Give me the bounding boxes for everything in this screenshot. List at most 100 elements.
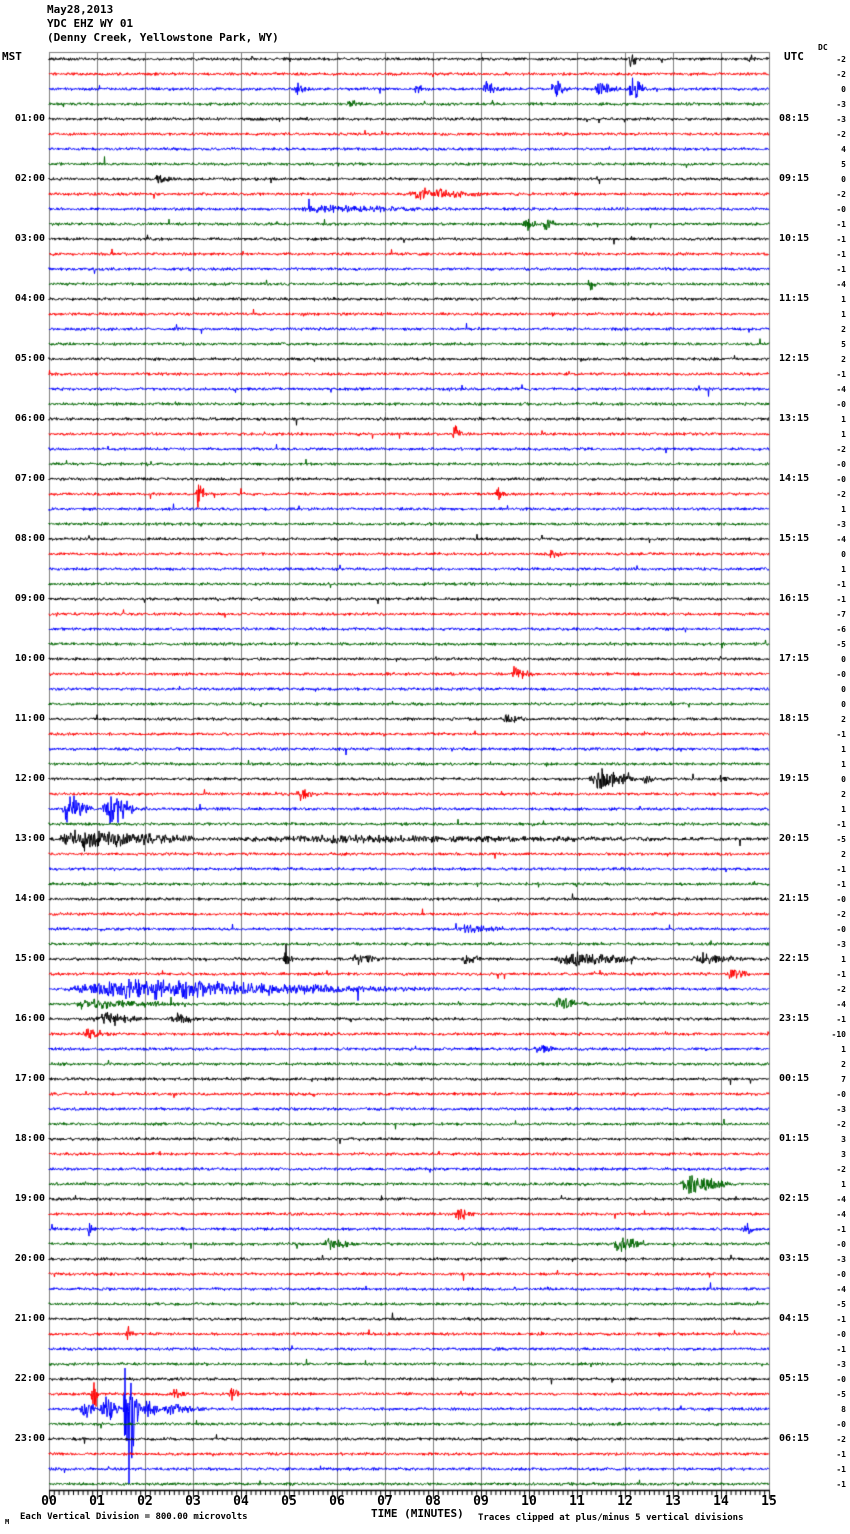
mst-label: 07:00 <box>14 473 45 484</box>
header: May28,2013 YDC EHZ WY 01 (Denny Creek, Y… <box>47 3 279 45</box>
dc-value: 0 <box>841 550 846 559</box>
header-location: (Denny Creek, Yellowstone Park, WY) <box>47 31 279 44</box>
dc-value: -2 <box>836 985 846 994</box>
x-axis-title: TIME (MINUTES) <box>371 1507 464 1520</box>
x-tick-label: 11 <box>569 1494 585 1509</box>
x-tick-label: 14 <box>713 1494 729 1509</box>
dc-column-title: DC <box>818 43 828 52</box>
dc-value: -3 <box>836 100 846 109</box>
dc-value: -1 <box>836 1225 846 1234</box>
dc-value: -2 <box>836 910 846 919</box>
dc-value: -1 <box>836 880 846 889</box>
dc-value: -1 <box>836 580 846 589</box>
utc-label: 03:15 <box>779 1253 810 1264</box>
dc-value: 0 <box>841 85 846 94</box>
mst-label: 01:00 <box>14 113 45 124</box>
dc-value: -4 <box>836 535 846 544</box>
utc-label: 14:15 <box>779 473 810 484</box>
dc-value: -1 <box>836 595 846 604</box>
dc-value: 1 <box>841 1045 846 1054</box>
utc-label: 17:15 <box>779 653 810 664</box>
dc-value: -1 <box>836 820 846 829</box>
dc-value: -4 <box>836 280 846 289</box>
dc-value: -4 <box>836 1000 846 1009</box>
dc-value: 5 <box>841 160 846 169</box>
mst-label: 18:00 <box>14 1133 45 1144</box>
dc-value: -1 <box>836 730 846 739</box>
dc-value: -0 <box>836 925 846 934</box>
dc-value: -3 <box>836 115 846 124</box>
dc-value: -1 <box>836 865 846 874</box>
utc-label: 23:15 <box>779 1013 810 1024</box>
dc-value: -3 <box>836 940 846 949</box>
dc-value: 1 <box>841 955 846 964</box>
dc-value: 2 <box>841 1060 846 1069</box>
mst-label: 23:00 <box>14 1433 45 1444</box>
dc-value: -2 <box>836 130 846 139</box>
dc-value: -5 <box>836 640 846 649</box>
mst-label: 21:00 <box>14 1313 45 1324</box>
dc-value: -3 <box>836 520 846 529</box>
dc-value: -1 <box>836 1015 846 1024</box>
dc-value: 1 <box>841 805 846 814</box>
dc-value: -1 <box>836 1465 846 1474</box>
utc-label: 05:15 <box>779 1373 810 1384</box>
dc-value: 5 <box>841 340 846 349</box>
mst-label: 03:00 <box>14 233 45 244</box>
header-station: YDC EHZ WY 01 <box>47 17 134 30</box>
utc-label: 16:15 <box>779 593 810 604</box>
utc-label: 22:15 <box>779 953 810 964</box>
mst-label: 19:00 <box>14 1193 45 1204</box>
footer-scale-note: Each Vertical Division = 800.00 microvol… <box>20 1512 248 1522</box>
dc-value: -5 <box>836 1300 846 1309</box>
mst-label: 04:00 <box>14 293 45 304</box>
utc-label: 19:15 <box>779 773 810 784</box>
dc-value: -1 <box>836 265 846 274</box>
mst-label: 22:00 <box>14 1373 45 1384</box>
mst-label: 02:00 <box>14 173 45 184</box>
mst-label: 06:00 <box>14 413 45 424</box>
x-tick-label: 08 <box>425 1494 441 1509</box>
dc-value: -2 <box>836 190 846 199</box>
dc-value: -0 <box>836 400 846 409</box>
mst-label: 14:00 <box>14 893 45 904</box>
dc-value: -1 <box>836 1345 846 1354</box>
dc-value: -0 <box>836 895 846 904</box>
x-tick-label: 12 <box>617 1494 633 1509</box>
x-tick-label: 02 <box>137 1494 153 1509</box>
dc-value: -10 <box>831 1030 846 1039</box>
dc-value: 0 <box>841 775 846 784</box>
x-tick-label: 05 <box>281 1494 297 1509</box>
dc-value: -1 <box>836 370 846 379</box>
dc-value: -0 <box>836 1330 846 1339</box>
utc-label: 12:15 <box>779 353 810 364</box>
dc-value: 2 <box>841 715 846 724</box>
dc-value: -0 <box>836 1375 846 1384</box>
dc-value: -0 <box>836 475 846 484</box>
left-axis-title: MST <box>2 50 22 63</box>
dc-value: -2 <box>836 445 846 454</box>
dc-value: -6 <box>836 625 846 634</box>
dc-value: -0 <box>836 205 846 214</box>
dc-value: 1 <box>841 505 846 514</box>
mst-label: 10:00 <box>14 653 45 664</box>
mst-label: 16:00 <box>14 1013 45 1024</box>
dc-value: -3 <box>836 1255 846 1264</box>
dc-value: 2 <box>841 850 846 859</box>
dc-value: 1 <box>841 1180 846 1189</box>
utc-label: 09:15 <box>779 173 810 184</box>
x-tick-label: 13 <box>665 1494 681 1509</box>
utc-label: 01:15 <box>779 1133 810 1144</box>
dc-value: 4 <box>841 145 846 154</box>
dc-value: -4 <box>836 1285 846 1294</box>
dc-value: 1 <box>841 745 846 754</box>
dc-value: -1 <box>836 235 846 244</box>
x-tick-label: 00 <box>41 1494 57 1509</box>
dc-value: -2 <box>836 490 846 499</box>
right-axis-title: UTC <box>784 50 804 63</box>
footer-clip-note: Traces clipped at plus/minus 5 vertical … <box>478 1513 744 1523</box>
dc-value: -1 <box>836 970 846 979</box>
dc-value: 0 <box>841 700 846 709</box>
